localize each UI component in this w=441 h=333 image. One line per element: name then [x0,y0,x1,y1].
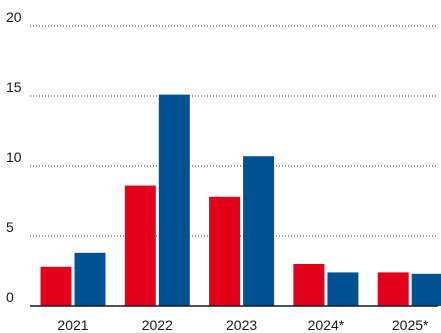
x-tick-label: 2025* [392,317,429,333]
x-tick-label: 2023 [226,317,257,333]
y-tick-label: 0 [6,289,14,305]
y-axis-ticks: 0 5 10 15 20 [6,9,22,305]
bar-2023-series-1 [209,196,241,306]
bars [40,94,441,306]
bar-2024-series-2 [327,272,359,306]
x-tick-label: 2024* [308,317,345,333]
bar-2025-series-1 [377,272,409,306]
bar-2021-series-1 [40,266,72,306]
bar-2022-series-1 [124,185,156,306]
x-tick-label: 2022 [142,317,173,333]
x-axis-ticks: 2021 2022 2023 2024* 2025* [57,317,429,333]
y-tick-label: 20 [6,9,22,25]
y-tick-label: 15 [6,79,22,95]
y-tick-label: 10 [6,149,22,165]
bar-2023-series-2 [243,156,275,306]
bar-2024-series-1 [293,264,325,306]
y-tick-label: 5 [6,219,14,235]
bar-2021-series-2 [74,252,106,306]
bar-2025-series-2 [411,273,441,306]
bar-2022-series-2 [158,94,190,306]
x-tick-label: 2021 [57,317,88,333]
